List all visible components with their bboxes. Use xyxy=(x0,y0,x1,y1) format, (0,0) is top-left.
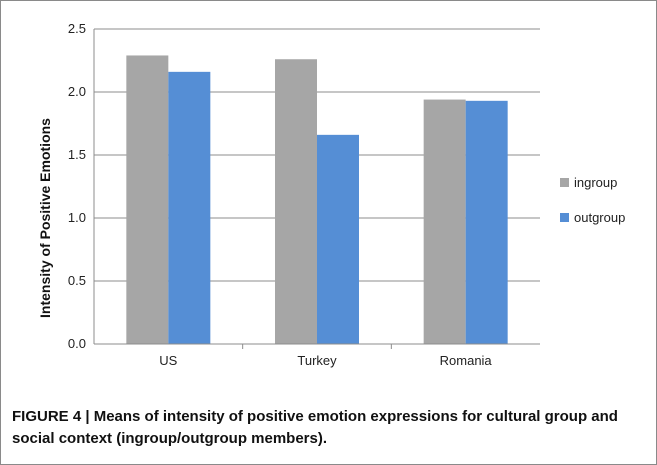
figure-caption: FIGURE 4 | Means of intensity of positiv… xyxy=(12,408,618,447)
legend-swatch-outgroup xyxy=(560,213,569,222)
bar-outgroup xyxy=(465,100,508,344)
bar-ingroup xyxy=(126,55,169,345)
x-tick-label: Turkey xyxy=(297,353,337,368)
y-tick-label: 0.0 xyxy=(68,336,86,351)
bar-outgroup xyxy=(168,71,211,344)
bar-outgroup xyxy=(317,134,359,344)
bar-ingroup xyxy=(423,99,466,344)
bar-chart: 0.0 0.5 1.0 1.5 2.0 2.5 US Turkey Romania Intens… xyxy=(37,21,625,368)
axes: 0.0 0.5 1.0 1.5 2.0 2.5 US Turkey Romania xyxy=(68,21,540,368)
y-tick-label: 1.5 xyxy=(68,147,86,162)
bar-ingroup xyxy=(275,59,317,345)
y-tick-label: 2.0 xyxy=(68,84,86,99)
legend: ingroup outgroup xyxy=(560,175,625,225)
y-tick-label: 0.5 xyxy=(68,273,86,288)
legend-label-outgroup: outgroup xyxy=(574,210,625,225)
y-tick-label: 2.5 xyxy=(68,21,86,36)
x-tick-label: Romania xyxy=(440,353,493,368)
x-tick-label: US xyxy=(159,353,177,368)
legend-swatch-ingroup xyxy=(560,178,569,187)
y-axis-title: Intensity of Positive Emotions xyxy=(37,118,53,318)
bars xyxy=(126,55,508,345)
y-tick-label: 1.0 xyxy=(68,210,86,225)
legend-label-ingroup: ingroup xyxy=(574,175,617,190)
